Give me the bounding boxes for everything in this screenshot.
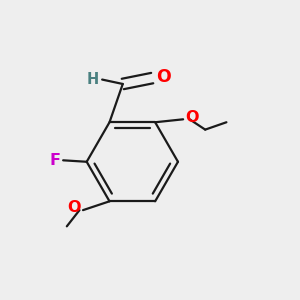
- Text: O: O: [185, 110, 199, 125]
- Text: O: O: [67, 200, 81, 215]
- Text: O: O: [156, 68, 170, 85]
- Text: H: H: [86, 72, 99, 87]
- Text: F: F: [50, 153, 61, 168]
